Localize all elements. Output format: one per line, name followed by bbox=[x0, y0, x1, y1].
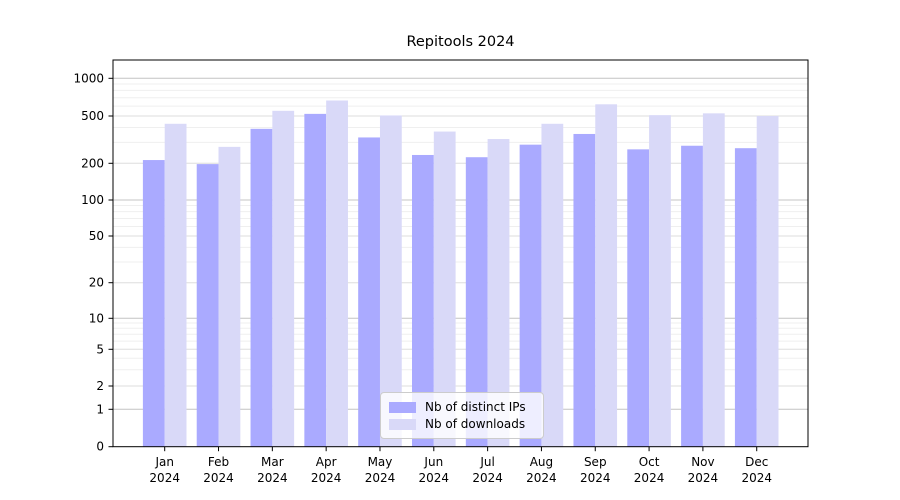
bar-nb-of-downloads-jun-2024 bbox=[433, 131, 456, 447]
bar-nb-of-distinct-ips-feb-2024 bbox=[196, 164, 219, 447]
legend-item-downloads: Nb of downloads bbox=[389, 416, 535, 432]
bar-nb-of-distinct-ips-jun-2024 bbox=[412, 154, 434, 447]
bar-nb-of-downloads-sep-2024 bbox=[595, 104, 618, 447]
bar-nb-of-downloads-mar-2024 bbox=[272, 110, 295, 447]
x-axis-tick-label: Jul 2024 bbox=[472, 455, 503, 485]
y-axis-tick-label: 500 bbox=[81, 109, 104, 123]
legend-swatch-distinct-ips bbox=[389, 401, 416, 413]
x-axis-tick-label: Sep 2024 bbox=[580, 455, 611, 485]
bar-nb-of-distinct-ips-sep-2024 bbox=[573, 133, 596, 447]
y-axis-tick-label: 200 bbox=[81, 156, 104, 170]
x-axis-tick-label: Apr 2024 bbox=[311, 455, 342, 485]
y-axis-tick-label: 1000 bbox=[73, 71, 104, 85]
x-axis-tick-label: Nov 2024 bbox=[688, 455, 719, 485]
x-axis-tick-label: Oct 2024 bbox=[634, 455, 665, 485]
legend-label-downloads: Nb of downloads bbox=[425, 417, 526, 431]
bar-nb-of-distinct-ips-apr-2024 bbox=[304, 113, 327, 447]
x-axis-tick-label: Feb 2024 bbox=[203, 455, 234, 485]
bar-nb-of-distinct-ips-jan-2024 bbox=[142, 160, 165, 447]
bar-nb-of-distinct-ips-may-2024 bbox=[358, 137, 380, 447]
x-axis-tick-label: Aug 2024 bbox=[526, 455, 557, 485]
y-axis-tick-label: 2 bbox=[96, 379, 104, 393]
y-axis-tick-label: 50 bbox=[89, 229, 104, 243]
y-axis-tick-label: 1 bbox=[96, 402, 104, 416]
bar-nb-of-distinct-ips-dec-2024 bbox=[734, 148, 757, 447]
bar-nb-of-downloads-aug-2024 bbox=[541, 123, 564, 447]
legend-label-distinct-ips: Nb of distinct IPs bbox=[425, 400, 526, 414]
bar-nb-of-downloads-feb-2024 bbox=[218, 146, 241, 447]
x-axis-tick-label: Mar 2024 bbox=[257, 455, 288, 485]
bar-nb-of-distinct-ips-aug-2024 bbox=[519, 144, 542, 447]
bar-nb-of-distinct-ips-mar-2024 bbox=[250, 128, 273, 447]
x-axis-tick-label: Dec 2024 bbox=[741, 455, 772, 485]
x-axis-tick-label: Jun 2024 bbox=[419, 455, 450, 485]
bar-nb-of-downloads-apr-2024 bbox=[326, 100, 348, 447]
bar-nb-of-downloads-dec-2024 bbox=[756, 116, 779, 447]
bar-nb-of-distinct-ips-oct-2024 bbox=[627, 149, 650, 447]
y-axis-tick-label: 0 bbox=[96, 440, 104, 454]
x-axis-tick-label: May 2024 bbox=[365, 455, 396, 485]
bar-nb-of-downloads-nov-2024 bbox=[702, 113, 725, 447]
y-axis-tick-label: 5 bbox=[96, 342, 104, 356]
bar-nb-of-downloads-jan-2024 bbox=[164, 123, 187, 447]
x-axis-tick-label: Jan 2024 bbox=[149, 455, 180, 485]
y-axis-tick-label: 10 bbox=[89, 311, 104, 325]
bar-nb-of-downloads-jul-2024 bbox=[487, 139, 510, 447]
legend-item-distinct-ips: Nb of distinct IPs bbox=[389, 399, 535, 415]
bar-nb-of-downloads-oct-2024 bbox=[649, 115, 671, 447]
y-axis-tick-label: 20 bbox=[89, 276, 104, 290]
bar-nb-of-distinct-ips-nov-2024 bbox=[681, 145, 703, 447]
bar-nb-of-distinct-ips-jul-2024 bbox=[465, 157, 488, 447]
legend: Nb of distinct IPs Nb of downloads bbox=[380, 392, 544, 439]
plot-frame bbox=[112, 59, 809, 448]
y-axis-tick-label: 100 bbox=[81, 193, 104, 207]
bar-nb-of-downloads-may-2024 bbox=[379, 115, 402, 447]
legend-swatch-downloads bbox=[389, 418, 416, 430]
chart-title: Repitools 2024 bbox=[406, 34, 515, 50]
